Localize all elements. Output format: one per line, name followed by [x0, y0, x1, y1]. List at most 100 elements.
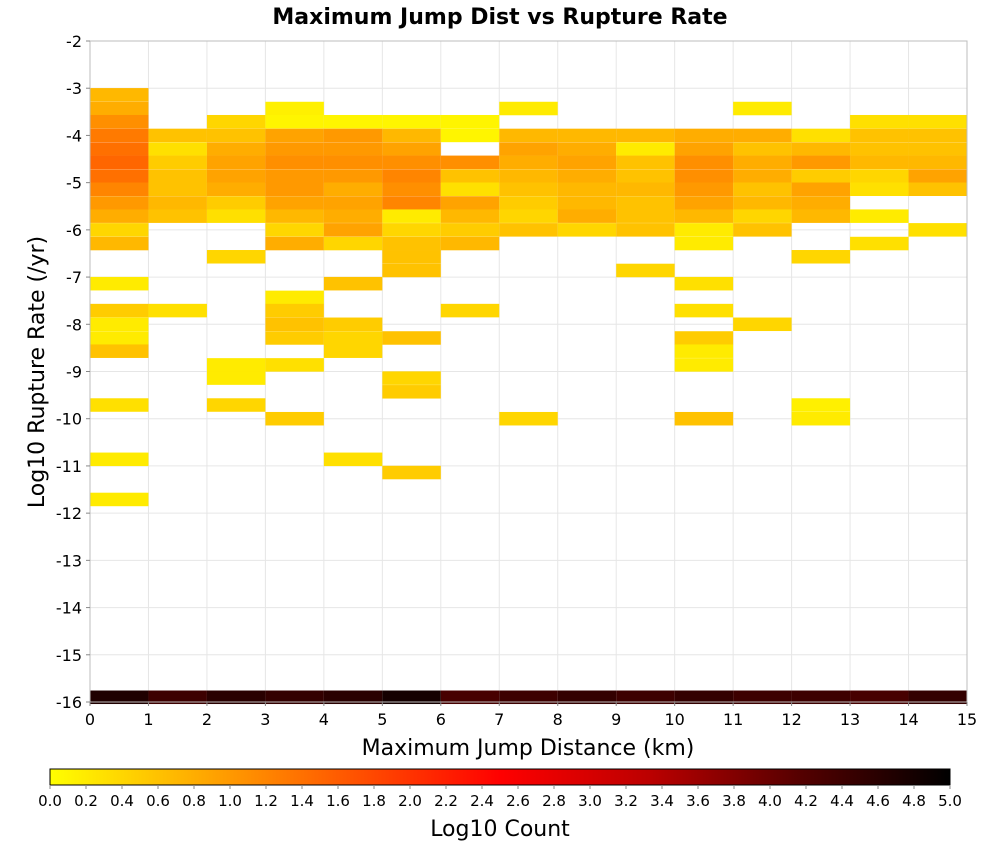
heatmap-cell — [323, 196, 383, 210]
colorbar-tick-label: 2.2 — [434, 792, 458, 810]
colorbar-tick-label: 1.8 — [362, 792, 386, 810]
heatmap-cell — [557, 142, 617, 156]
heatmap-cell — [148, 196, 207, 210]
heatmap-cell — [90, 690, 149, 705]
colorbar-tick-label: 5.0 — [938, 792, 962, 810]
colorbar-tick-label: 4.8 — [902, 792, 926, 810]
heatmap-cell — [499, 142, 558, 156]
colorbar-tick-label: 3.6 — [686, 792, 710, 810]
heatmap-cell — [499, 690, 558, 705]
heatmap-cell — [206, 209, 266, 223]
heatmap-cell — [499, 155, 558, 170]
colorbar-tick-label: 4.4 — [830, 792, 854, 810]
heatmap-cell — [206, 155, 266, 170]
heatmap-cell — [850, 142, 909, 156]
heatmap-cell — [499, 196, 558, 210]
heatmap-cell — [440, 155, 500, 170]
heatmap-cell — [850, 182, 909, 197]
heatmap-cell — [674, 209, 734, 223]
heatmap-cell — [265, 223, 324, 237]
heatmap-cell — [90, 182, 149, 197]
heatmap-cell — [323, 209, 383, 223]
heatmap-cell — [265, 303, 324, 318]
heatmap-cell — [733, 169, 792, 183]
heatmap-cell — [90, 344, 149, 358]
heatmap-cell — [674, 303, 734, 318]
y-tick-label: -7 — [66, 268, 82, 287]
heatmap-cell — [499, 209, 558, 223]
heatmap-cell — [206, 182, 266, 197]
heatmap-cell — [557, 223, 617, 237]
heatmap-cell — [265, 114, 324, 129]
heatmap-cell — [791, 411, 851, 426]
heatmap-cell — [206, 398, 266, 412]
heatmap-cell — [265, 209, 324, 223]
heatmap-cell — [90, 398, 149, 412]
colorbar-tick-label: 1.6 — [326, 792, 350, 810]
heatmap-cell — [206, 196, 266, 210]
y-tick-label: -14 — [56, 599, 82, 618]
x-tick-label: 11 — [723, 710, 743, 729]
heatmap-cell — [90, 317, 149, 332]
colorbar-tick-label: 3.4 — [650, 792, 674, 810]
heatmap-cell — [557, 155, 617, 170]
heatmap-cell — [557, 128, 617, 143]
heatmap-cell — [90, 452, 149, 467]
colorbar-tick-label: 2.0 — [398, 792, 422, 810]
colorbar — [49, 768, 951, 786]
heatmap-cell — [791, 128, 851, 143]
x-tick-label: 10 — [664, 710, 684, 729]
heatmap-cell — [148, 169, 207, 183]
heatmap-cell — [616, 155, 675, 170]
heatmap-cell — [440, 223, 500, 237]
colorbar-tick-label: 1.4 — [290, 792, 314, 810]
heatmap-cell — [206, 371, 266, 385]
heatmap-cell — [499, 182, 558, 197]
heatmap-cell — [90, 142, 149, 156]
heatmap-cell — [616, 182, 675, 197]
heatmap-cell — [323, 223, 383, 237]
heatmap-cell — [382, 371, 441, 385]
heatmap-cell — [733, 196, 792, 210]
colorbar-tick-label: 1.2 — [254, 792, 278, 810]
heatmap-cell — [90, 101, 149, 116]
heatmap-cell — [382, 155, 441, 170]
heatmap-cell — [382, 236, 441, 251]
y-tick-label: -13 — [56, 551, 82, 570]
heatmap-cell — [616, 223, 675, 237]
x-tick-label: 15 — [957, 710, 977, 729]
heatmap-cell — [557, 690, 617, 705]
x-tick-label: 3 — [260, 710, 270, 729]
heatmap-cell — [733, 182, 792, 197]
heatmap-cell — [90, 196, 149, 210]
heatmap-cell — [440, 209, 500, 223]
heatmap-cell — [148, 303, 207, 318]
heatmap-cell — [265, 317, 324, 332]
heatmap-cell — [616, 169, 675, 183]
heatmap-cell — [90, 331, 149, 345]
colorbar-tick-label: 2.6 — [506, 792, 530, 810]
heatmap-cell — [440, 690, 500, 705]
y-tick-label: -15 — [56, 646, 82, 665]
heatmap-cell — [733, 142, 792, 156]
heatmap-cell — [791, 169, 851, 183]
heatmap-cell — [382, 114, 441, 129]
heatmap-cell — [791, 209, 851, 223]
heatmap-cell — [733, 128, 792, 143]
heatmap-cell — [265, 690, 324, 705]
heatmap-cell — [557, 196, 617, 210]
x-axis-ticks: 0 1 2 3 4 5 6 7 8 9 10 11 12 13 14 15 — [85, 702, 977, 729]
x-tick-label: 7 — [494, 710, 504, 729]
y-axis-ticks: -2 -3 -4 -5 -6 -7 -8 -9 -10 -11 -12 -13 -14 -15 -16 — [56, 32, 90, 712]
heatmap-cell — [440, 236, 500, 251]
heatmap-cell — [265, 290, 324, 305]
heatmap-cell — [850, 690, 909, 705]
colorbar-tick-label: 4.0 — [758, 792, 782, 810]
heatmap-cell — [323, 128, 383, 143]
heatmap-cell — [323, 690, 383, 705]
heatmap-cell — [616, 142, 675, 156]
heatmap-cell — [674, 690, 734, 705]
heatmap-cell — [674, 182, 734, 197]
heatmap-cell — [382, 331, 441, 345]
